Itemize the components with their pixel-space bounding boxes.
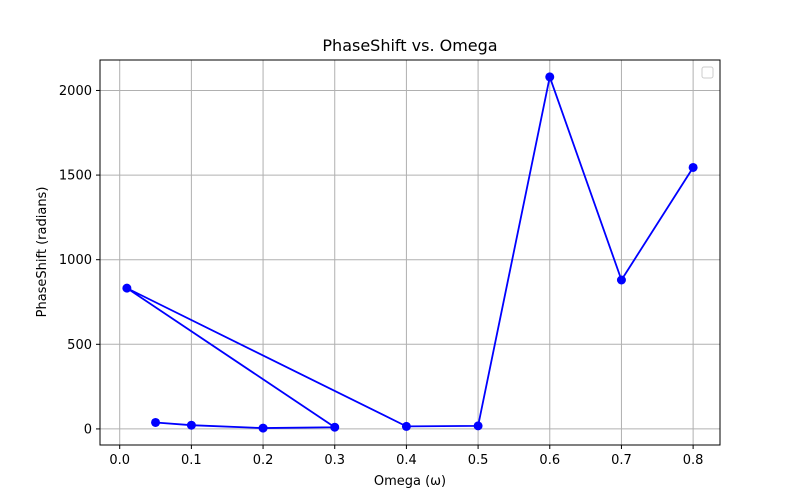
series-line xyxy=(125,76,694,429)
data-point xyxy=(688,162,698,172)
y-axis: 0 500 1000 1500 2000 xyxy=(59,84,100,437)
x-tick-label: 0.6 xyxy=(539,453,560,468)
y-tick-label: 2000 xyxy=(59,84,92,99)
x-tick-label: 0.7 xyxy=(611,453,632,468)
x-tick-label: 0.0 xyxy=(109,453,130,468)
x-tick-label: 0.4 xyxy=(396,453,417,468)
axes-frame xyxy=(99,59,721,446)
x-tick-label: 0.5 xyxy=(468,453,489,468)
data-point xyxy=(151,417,161,427)
series-layer xyxy=(122,72,698,433)
x-tick-label: 0.3 xyxy=(324,453,345,468)
data-point xyxy=(545,72,555,82)
data-point xyxy=(330,422,340,432)
x-tick-label: 0.2 xyxy=(253,453,274,468)
data-point xyxy=(616,275,626,285)
x-axis-label: Omega (ω) xyxy=(374,474,446,489)
x-tick-label: 0.1 xyxy=(181,453,202,468)
data-point xyxy=(401,421,411,431)
data-point xyxy=(186,420,196,430)
x-tick-label: 0.8 xyxy=(683,453,704,468)
y-tick-label: 1500 xyxy=(59,169,92,184)
x-axis: 0.0 0.1 0.2 0.3 0.4 0.5 0.6 0.7 0.8 xyxy=(109,445,703,468)
legend-box xyxy=(701,66,714,79)
data-point xyxy=(258,423,268,433)
data-point xyxy=(473,421,483,431)
y-axis-label: PhaseShift (radians) xyxy=(35,187,50,318)
data-point xyxy=(122,283,132,293)
chart-title: PhaseShift vs. Omega xyxy=(322,36,497,55)
y-tick-label: 1000 xyxy=(59,253,92,268)
y-tick-label: 500 xyxy=(67,338,92,353)
y-tick-label: 0 xyxy=(84,422,92,437)
